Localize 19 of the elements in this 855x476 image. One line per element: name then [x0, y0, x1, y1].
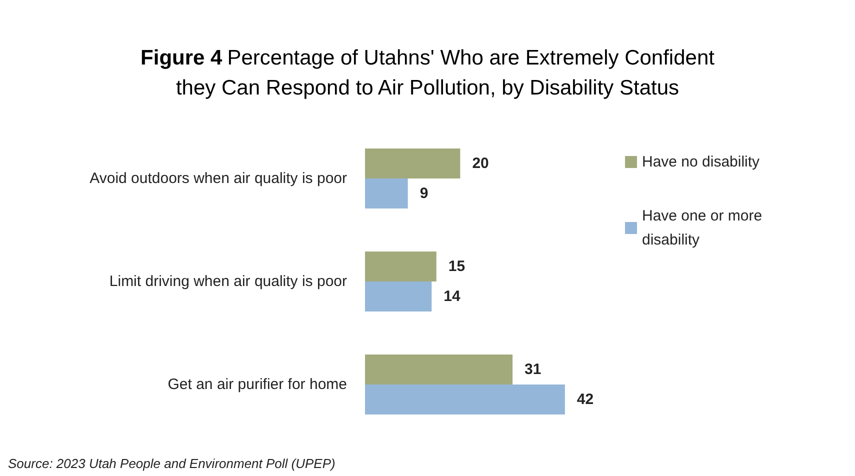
bar — [365, 354, 513, 384]
y-tick-label: Get an air purifier for home — [168, 376, 347, 393]
legend-label: Have no disability — [642, 154, 760, 170]
data-label: 31 — [524, 361, 542, 378]
data-label: 14 — [444, 288, 461, 305]
y-tick-label: Avoid outdoors when air quality is poor — [90, 170, 348, 187]
data-label: 9 — [420, 185, 428, 202]
bar — [365, 178, 408, 208]
bar — [365, 282, 432, 312]
y-tick-label: Limit driving when air quality is poor — [109, 273, 347, 290]
bar — [365, 384, 565, 414]
source-note: Source: 2023 Utah People and Environment Poll (UPEP) — [8, 456, 336, 471]
data-label: 42 — [576, 391, 594, 408]
bar — [365, 252, 436, 282]
data-label: 15 — [448, 258, 466, 275]
chart-title: Figure 4 Percentage of Utahns' Who are Extremely Confident they Can Respond to Air Pollution, by Disability Status — [140, 46, 715, 100]
legend-label: Have one or more disability — [642, 208, 766, 248]
bar — [365, 148, 460, 178]
data-label: 20 — [472, 155, 489, 172]
